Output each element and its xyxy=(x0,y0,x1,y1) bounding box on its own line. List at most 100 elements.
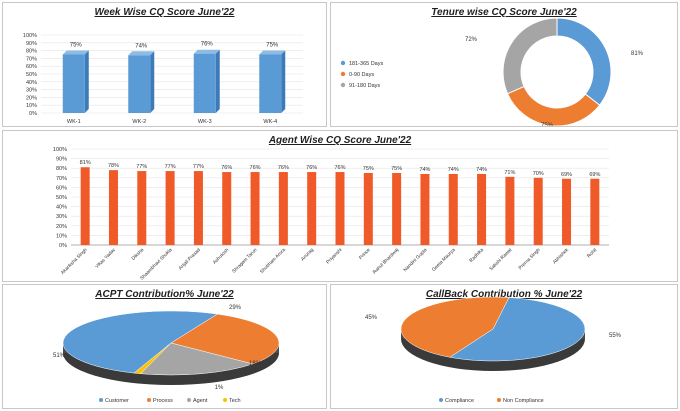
agent-chart-title: Agent Wise CQ Score June'22 xyxy=(268,135,412,146)
agent-bar-value-label: 76% xyxy=(306,165,317,171)
acpt-legend-marker xyxy=(223,398,227,402)
agent-bar xyxy=(335,172,345,245)
week-bar-value-label: 76% xyxy=(201,42,214,48)
agent-bar xyxy=(363,173,373,245)
week-bar-side xyxy=(84,50,89,113)
week-category-label: WK-2 xyxy=(132,119,146,125)
callback-pie-slice xyxy=(449,297,586,362)
week-ytick-label: 0% xyxy=(29,111,37,117)
acpt-legend-label: Tech xyxy=(229,398,241,404)
agent-category-label: Ashutosh xyxy=(212,247,231,266)
week-bar-side xyxy=(215,49,220,113)
week-category-label: WK-3 xyxy=(198,119,212,125)
agent-bar-value-label: 77% xyxy=(136,164,147,170)
week-bar-top xyxy=(193,49,220,54)
week-bar-top xyxy=(128,51,155,56)
callback-value-label: 55% xyxy=(609,333,622,339)
agent-bar xyxy=(477,173,487,245)
agent-wise-chart-panel: Agent Wise CQ Score June'22 0% 10% 20% 30% 4… xyxy=(2,130,678,282)
agent-bar xyxy=(222,172,232,245)
agent-bar-value-label: 76% xyxy=(221,165,232,171)
agent-bar-value-label: 75% xyxy=(391,166,402,172)
week-ytick-label: 70% xyxy=(26,56,37,62)
agent-bar xyxy=(392,173,402,245)
callback-pie-slice xyxy=(400,296,510,358)
agent-category-label: Rohit xyxy=(586,247,599,260)
agent-ytick-label: 50% xyxy=(56,195,67,201)
week-bar-top xyxy=(62,50,89,55)
agent-bar xyxy=(137,171,147,245)
week-ytick-label: 100% xyxy=(23,33,37,39)
callback-chart-svg: 55% 45% Compliance Non Compliance xyxy=(365,296,622,404)
tenure-legend-marker xyxy=(340,60,346,66)
tenure-value-label: 75% xyxy=(541,123,554,127)
acpt-pie-slice xyxy=(140,342,254,376)
week-bar-value-label: 75% xyxy=(70,43,83,49)
tenure-legend-label: 91-180 Days xyxy=(349,83,380,89)
agent-ytick-label: 0% xyxy=(59,243,67,249)
agent-ytick-label: 10% xyxy=(56,233,67,239)
week-ytick-label: 60% xyxy=(26,64,37,70)
tenure-donut-slice xyxy=(556,17,612,106)
agent-bar-value-label: 70% xyxy=(533,171,544,177)
agent-bar-value-label: 81% xyxy=(80,160,91,166)
acpt-legend-marker xyxy=(99,398,103,402)
week-bar xyxy=(128,55,151,113)
agent-category-label: Prince xyxy=(358,247,372,261)
week-bar xyxy=(193,53,216,113)
agent-bar xyxy=(108,170,118,245)
agent-category-label: Prerna Singh xyxy=(518,247,542,271)
agent-bar xyxy=(250,172,260,245)
week-chart-svg: 0% 10% 20%30% 40% 50% 60% 70%80% 90% 100% 75% WK-1… xyxy=(23,33,303,125)
agent-ytick-label: 20% xyxy=(56,224,67,230)
agent-category-label: Geeta Maurya xyxy=(431,247,457,273)
tenure-legend-label: 0-90 Days xyxy=(349,72,374,78)
agent-bar-value-label: 75% xyxy=(363,166,374,172)
agent-category-label: Rahul Bhardwaj xyxy=(372,247,400,275)
week-ytick-label: 30% xyxy=(26,88,37,94)
agent-category-label: Abhishek xyxy=(552,247,571,266)
agent-bar xyxy=(448,173,458,245)
acpt-legend-label: Process xyxy=(153,398,173,404)
agent-category-label: Anjali Prasad xyxy=(178,247,202,271)
agent-bar-value-label: 71% xyxy=(504,170,515,176)
acpt-value-label: 18% xyxy=(249,361,262,367)
week-bar xyxy=(62,54,85,113)
callback-legend-label: Compliance xyxy=(445,398,474,404)
tenure-wise-chart-panel: Tenure wise CQ Score June'22 81% 75% 72% 18… xyxy=(330,2,678,127)
agent-ytick-label: 40% xyxy=(56,205,67,211)
tenure-chart-title: Tenure wise CQ Score June'22 xyxy=(431,7,577,18)
acpt-legend-marker xyxy=(187,398,191,402)
acpt-pie-slice xyxy=(62,310,219,374)
acpt-value-label: 51% xyxy=(53,353,66,359)
agent-category-label: Vikas Yadav xyxy=(94,247,117,270)
agent-bar xyxy=(80,167,90,245)
callback-legend-marker xyxy=(439,398,443,402)
agent-ytick-label: 70% xyxy=(56,176,67,182)
agent-category-label: Sakshi Rawat xyxy=(488,247,513,272)
tenure-chart-svg: 81% 75% 72% 181-365 Days 0-90 Days 91-180 Day… xyxy=(340,17,644,127)
agent-category-label: Shragam Tarun xyxy=(231,247,259,275)
callback-chart-title: CallBack Contribution % June'22 xyxy=(425,289,583,300)
agent-ytick-label: 100% xyxy=(53,147,67,153)
agent-chart-svg: 0% 10% 20% 30% 40% 50% 60% 70% 80% 90% 100% 81% Akan… xyxy=(53,147,609,281)
agent-bar-value-label: 76% xyxy=(250,165,261,171)
acpt-legend-label: Customer xyxy=(105,398,129,404)
week-bar-top xyxy=(259,50,286,55)
agent-bar-value-label: 69% xyxy=(589,172,600,178)
acpt-chart-svg: 51% 29% 18% 1% Customer Process Agent Tech xyxy=(53,305,280,404)
week-bar-side xyxy=(150,51,155,113)
tenure-legend-marker xyxy=(340,71,346,77)
agent-bar-value-label: 74% xyxy=(476,167,487,173)
tenure-value-label: 72% xyxy=(465,37,478,43)
week-bar-side xyxy=(281,50,286,113)
agent-ytick-label: 80% xyxy=(56,166,67,172)
agent-category-label: Radhika xyxy=(468,247,485,264)
week-ytick-label: 20% xyxy=(26,95,37,101)
week-wise-chart-panel: Week Wise CQ Score June'22 0% 10% 20% 30% 40… xyxy=(2,2,327,127)
tenure-legend-label: 181-365 Days xyxy=(349,61,383,67)
agent-bar-value-label: 77% xyxy=(165,164,176,170)
agent-category-label: Shubham Arora xyxy=(259,247,287,275)
acpt-legend-marker xyxy=(147,398,151,402)
week-ytick-label: 40% xyxy=(26,80,37,86)
